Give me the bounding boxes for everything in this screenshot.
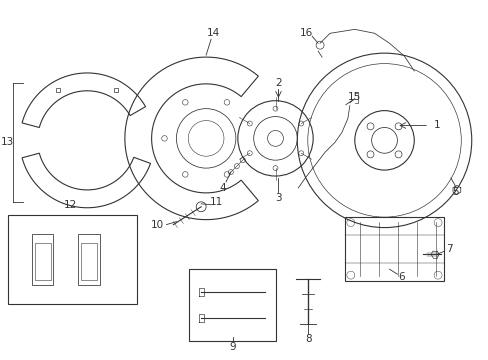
Text: 1: 1	[433, 121, 440, 130]
Bar	[81, 243, 97, 280]
Text: 4: 4	[219, 183, 226, 193]
Bar	[78, 234, 100, 285]
Text: 16: 16	[299, 28, 312, 38]
Text: 11: 11	[209, 197, 222, 207]
Text: 6: 6	[397, 272, 404, 282]
Bar	[344, 217, 443, 281]
Text: 10: 10	[151, 220, 164, 230]
Text: 8: 8	[305, 334, 311, 343]
Bar	[189, 269, 276, 341]
Text: 9: 9	[229, 342, 236, 351]
Bar	[35, 243, 50, 280]
Text: 14: 14	[206, 28, 219, 38]
Text: 15: 15	[347, 92, 361, 102]
Text: 7: 7	[445, 244, 451, 255]
Text: 3: 3	[275, 193, 281, 203]
Text: 2: 2	[275, 78, 281, 88]
Text: 5: 5	[452, 187, 458, 197]
Text: 12: 12	[63, 200, 77, 210]
Text: 13: 13	[1, 137, 15, 147]
Bar	[8, 215, 137, 304]
Bar	[32, 234, 53, 285]
